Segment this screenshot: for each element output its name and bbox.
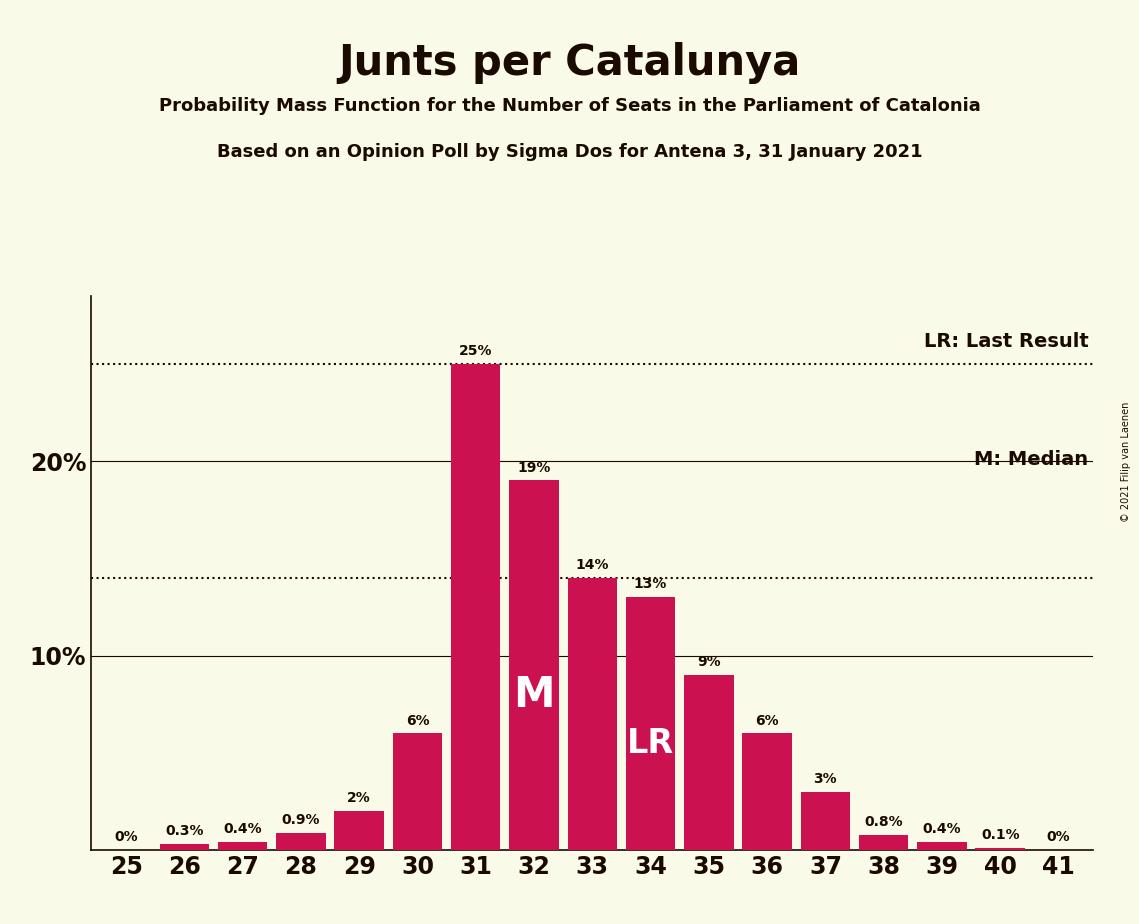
Text: 13%: 13% — [634, 578, 667, 591]
Text: 6%: 6% — [405, 713, 429, 727]
Text: LR: LR — [626, 727, 674, 760]
Text: © 2021 Filip van Laenen: © 2021 Filip van Laenen — [1121, 402, 1131, 522]
Text: 25%: 25% — [459, 344, 492, 358]
Text: Junts per Catalunya: Junts per Catalunya — [338, 42, 801, 83]
Text: 0.4%: 0.4% — [223, 822, 262, 836]
Text: 0.9%: 0.9% — [281, 813, 320, 827]
Text: 0%: 0% — [114, 831, 138, 845]
Text: 0.4%: 0.4% — [923, 822, 961, 836]
Text: 0.1%: 0.1% — [981, 828, 1019, 843]
Text: Probability Mass Function for the Number of Seats in the Parliament of Catalonia: Probability Mass Function for the Number… — [158, 97, 981, 115]
Text: M: Median: M: Median — [974, 450, 1089, 469]
Bar — [859, 834, 909, 850]
Bar — [335, 811, 384, 850]
Text: 14%: 14% — [575, 558, 609, 572]
Bar — [276, 833, 326, 850]
Bar — [975, 848, 1025, 850]
Bar — [685, 675, 734, 850]
Text: 0.8%: 0.8% — [865, 815, 903, 829]
Bar — [451, 364, 500, 850]
Text: Based on an Opinion Poll by Sigma Dos for Antena 3, 31 January 2021: Based on an Opinion Poll by Sigma Dos fo… — [216, 143, 923, 161]
Text: 3%: 3% — [813, 772, 837, 786]
Text: 19%: 19% — [517, 461, 550, 475]
Bar — [509, 480, 559, 850]
Text: 0%: 0% — [1047, 831, 1071, 845]
Bar — [393, 734, 442, 850]
Text: LR: Last Result: LR: Last Result — [924, 332, 1089, 351]
Bar — [917, 843, 967, 850]
Bar — [218, 843, 268, 850]
Text: 9%: 9% — [697, 655, 721, 669]
Text: 2%: 2% — [347, 791, 371, 806]
Text: M: M — [514, 674, 555, 716]
Bar — [625, 597, 675, 850]
Bar — [743, 734, 792, 850]
Bar — [567, 578, 617, 850]
Bar — [801, 792, 850, 850]
Text: 6%: 6% — [755, 713, 779, 727]
Text: 0.3%: 0.3% — [165, 824, 204, 838]
Bar — [159, 845, 210, 850]
